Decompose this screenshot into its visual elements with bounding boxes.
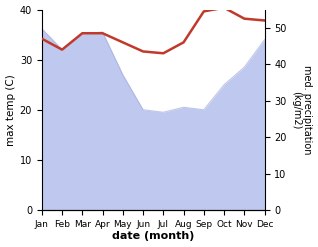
Y-axis label: med. precipitation
(kg/m2): med. precipitation (kg/m2) [291,65,313,155]
Y-axis label: max temp (C): max temp (C) [5,74,16,146]
X-axis label: date (month): date (month) [112,231,194,242]
